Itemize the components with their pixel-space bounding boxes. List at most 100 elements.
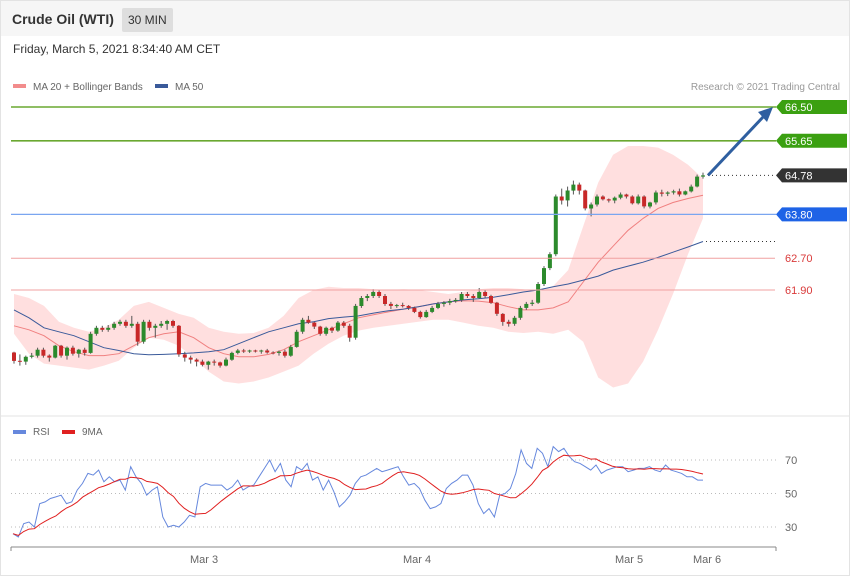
candle	[671, 189, 676, 195]
candle	[65, 346, 69, 360]
bollinger-band	[14, 146, 703, 388]
candle	[282, 349, 287, 358]
candle	[229, 351, 234, 361]
candle	[512, 315, 517, 326]
candle	[112, 321, 117, 330]
x-tick-label: Mar 5	[615, 554, 643, 566]
candle	[394, 303, 399, 308]
level-label: 64.78	[785, 170, 813, 182]
rsi-tick-label: 50	[785, 489, 797, 501]
timestamp: Friday, March 5, 2021 8:34:40 AM CET	[13, 42, 221, 56]
candle	[141, 319, 146, 344]
candle	[194, 358, 199, 367]
candle	[312, 321, 317, 329]
rsi9-line	[12, 454, 704, 536]
ma50-legend-swatch	[155, 84, 168, 88]
candle	[153, 323, 158, 338]
candle	[436, 301, 440, 310]
candle	[306, 315, 311, 324]
candle	[118, 319, 122, 326]
candle	[259, 349, 264, 354]
x-tick-label: Mar 3	[190, 554, 218, 566]
candle	[218, 361, 223, 368]
candle	[465, 292, 470, 298]
candle	[624, 193, 629, 199]
candle	[265, 348, 270, 354]
candle	[82, 347, 87, 356]
rsi-legend-swatch	[13, 430, 26, 434]
candle	[294, 329, 299, 348]
candle	[35, 347, 40, 358]
candle	[400, 302, 405, 308]
candle	[247, 349, 252, 353]
candle	[524, 301, 529, 310]
candle	[212, 359, 217, 366]
candle	[353, 303, 358, 340]
candle	[689, 184, 694, 193]
level-label: 65.65	[785, 136, 813, 148]
candle	[471, 294, 476, 302]
candle	[135, 321, 140, 346]
candle	[648, 201, 652, 209]
rsi9-legend-label: 9MA	[82, 427, 103, 438]
candle	[447, 298, 452, 306]
candle	[129, 315, 134, 328]
candle	[206, 360, 211, 370]
x-tick-label: Mar 6	[693, 554, 721, 566]
candle	[494, 301, 499, 316]
candle	[188, 355, 193, 364]
candle	[430, 305, 435, 314]
candle	[518, 305, 523, 320]
candle	[359, 296, 364, 308]
candle	[253, 349, 258, 353]
candle	[165, 319, 170, 330]
rsi-tick-label: 30	[785, 522, 797, 534]
candle	[606, 198, 611, 203]
level-label: 63.80	[785, 209, 813, 221]
candle	[642, 195, 647, 209]
candle	[695, 174, 700, 188]
candle	[347, 323, 352, 342]
candle	[565, 186, 570, 207]
candle	[324, 326, 329, 336]
candle	[441, 301, 446, 307]
candle	[53, 344, 58, 359]
candle	[618, 192, 623, 200]
candle	[595, 194, 599, 207]
candle	[235, 348, 240, 355]
candle	[406, 305, 411, 310]
candle	[424, 309, 429, 318]
candle	[659, 189, 664, 197]
candle	[383, 294, 387, 306]
candle	[453, 298, 458, 303]
candle	[300, 317, 305, 334]
candle	[653, 190, 658, 205]
candle	[630, 195, 635, 205]
candle	[341, 321, 346, 328]
candle	[483, 290, 488, 298]
candle	[23, 355, 28, 365]
candle	[277, 350, 281, 356]
candle	[612, 196, 617, 204]
candle	[123, 319, 128, 328]
level-target: 65.65	[11, 133, 847, 148]
candle	[29, 352, 34, 359]
candle	[371, 289, 376, 298]
candle	[636, 194, 641, 205]
candle	[17, 354, 22, 366]
candle	[288, 344, 293, 357]
candle	[47, 354, 52, 362]
candle	[500, 313, 505, 326]
interval-badge[interactable]: 30 MIN	[122, 8, 173, 32]
level-label: 66.50	[785, 102, 813, 114]
instrument-title: Crude Oil (WTI)	[12, 11, 114, 27]
ma20-line	[13, 194, 704, 358]
level-label: 61.90	[785, 285, 813, 297]
candle	[553, 194, 558, 257]
candle	[365, 294, 370, 302]
rsi9-legend-swatch	[62, 430, 75, 434]
candle	[318, 325, 323, 336]
level-pivot: 63.80	[11, 207, 847, 222]
forecast-arrow	[706, 107, 773, 177]
